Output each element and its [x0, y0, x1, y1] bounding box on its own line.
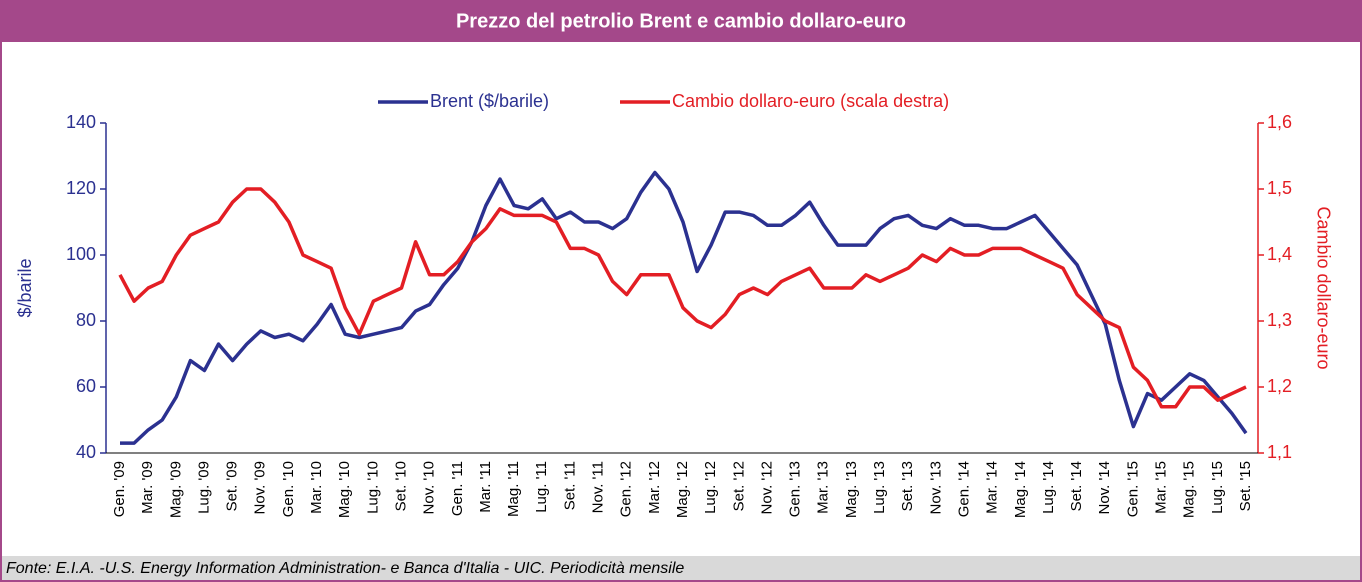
- x-tick-label: Gen. '14: [955, 461, 972, 517]
- x-tick-label: Set. '10: [392, 461, 409, 511]
- y-tick-label: 80: [76, 310, 96, 330]
- y-axis-title: $/barile: [15, 258, 35, 317]
- x-tick-label: Mag. '13: [843, 461, 860, 518]
- x-tick-label: Mag. '10: [336, 461, 353, 518]
- x-tick-label: Gen. '15: [1124, 461, 1141, 517]
- y-tick-label: 40: [76, 442, 96, 462]
- y2-tick-label: 1,3: [1267, 310, 1292, 330]
- x-tick-label: Mar. '15: [1153, 461, 1170, 514]
- x-tick-label: Mar. '12: [646, 461, 663, 514]
- x-tick-label: Set. '14: [1068, 461, 1085, 511]
- x-tick-label: Lug. '11: [533, 461, 550, 513]
- y-tick-label: 60: [76, 376, 96, 396]
- x-tick-label: Set. '12: [730, 461, 747, 511]
- x-tick-label: Mar. '09: [139, 461, 156, 514]
- x-tick-label: Lug. '10: [364, 461, 381, 514]
- x-tick-label: Mag. '14: [1012, 461, 1029, 518]
- x-tick-label: Lug. '14: [1040, 461, 1057, 514]
- x-tick-label: Nov. '13: [927, 461, 944, 514]
- x-tick-label: Nov. '09: [252, 461, 269, 514]
- series-line: [118, 187, 1247, 409]
- x-tick-label: Mar. '11: [477, 461, 494, 513]
- y-tick-label: 140: [66, 112, 96, 132]
- x-tick-label: Nov. '12: [758, 461, 775, 514]
- y-tick-label: 120: [66, 178, 96, 198]
- legend-label: Cambio dollaro-euro (scala destra): [672, 91, 949, 111]
- y-tick-label: 100: [66, 244, 96, 264]
- x-tick-label: Mag. '12: [674, 461, 691, 518]
- x-tick-label: Mag. '11: [505, 461, 522, 517]
- x-tick-label: Mag. '09: [167, 461, 184, 518]
- x-tick-label: Set. '11: [561, 461, 578, 510]
- x-tick-label: Mar. '10: [308, 461, 325, 514]
- series-line: [120, 170, 1248, 445]
- x-tick-label: Gen. '09: [111, 461, 128, 517]
- footer: [2, 556, 1360, 580]
- source: Fonte: E.I.A. -U.S. Energy Information A…: [6, 560, 684, 577]
- x-tick-label: Gen. '13: [787, 461, 804, 517]
- legend-label: Brent ($/barile): [430, 91, 549, 111]
- x-tick-label: Nov. '14: [1096, 461, 1113, 514]
- x-tick-label: Set. '15: [1237, 461, 1254, 511]
- x-tick-label: Mar. '14: [984, 461, 1001, 514]
- x-tick-label: Mar. '13: [815, 461, 832, 514]
- x-tick-label: Nov. '10: [421, 461, 438, 514]
- x-tick-label: Nov. '11: [590, 461, 607, 513]
- y2-tick-label: 1,6: [1267, 112, 1292, 132]
- x-tick-label: Lug. '12: [702, 461, 719, 514]
- x-tick-label: Lug. '09: [195, 461, 212, 514]
- y2-tick-label: 1,5: [1267, 178, 1292, 198]
- x-tick-label: Set. '09: [224, 461, 241, 511]
- x-tick-label: Mag. '15: [1181, 461, 1198, 518]
- y2-axis-title: Cambio dollaro-euro: [1313, 206, 1333, 369]
- y2-tick-label: 1,4: [1267, 244, 1292, 264]
- x-tick-label: Gen. '12: [618, 461, 635, 517]
- x-tick-label: Gen. '10: [280, 461, 297, 517]
- chart-title: Prezzo del petrolio Brent e cambio dolla…: [456, 10, 906, 32]
- y2-tick-label: 1,1: [1267, 442, 1292, 462]
- x-tick-label: Lug. '13: [871, 461, 888, 514]
- x-tick-label: Lug. '15: [1209, 461, 1226, 514]
- header: [0, 0, 1362, 42]
- x-tick-label: Gen. '11: [449, 461, 466, 516]
- x-tick-label: Set. '13: [899, 461, 916, 511]
- y2-tick-label: 1,2: [1267, 376, 1292, 396]
